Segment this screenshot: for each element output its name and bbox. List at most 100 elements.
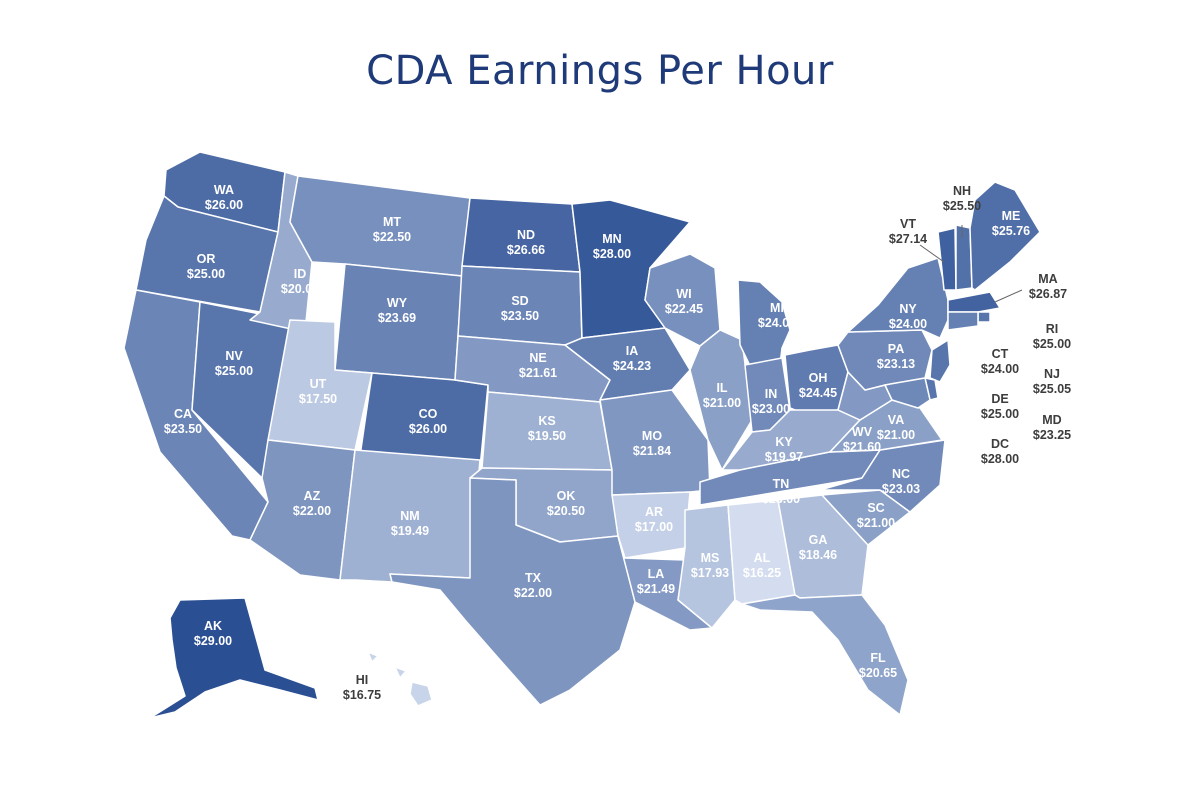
state-nc [819,439,946,513]
state-value: $21.61 [519,366,557,380]
state-value: $21.00 [703,396,741,410]
state-shapes [123,151,1041,719]
state-value: $22.50 [373,230,411,244]
state-value: $24.00 [981,362,1019,376]
label-ga: GA $18.46 [799,533,837,562]
state-value: $23.13 [877,357,915,371]
state-abbr: OH [809,371,828,385]
label-ia: IA $24.23 [613,344,651,373]
state-me [969,181,1041,291]
state-abbr: IA [626,344,639,358]
state-value: $25.76 [992,224,1030,238]
state-abbr: NH [953,184,971,198]
label-me: ME $25.76 [992,209,1030,238]
label-oh: OH $24.45 [799,371,837,400]
state-mt [289,175,471,277]
label-wi: WI $22.45 [665,287,703,316]
label-in: IN $23.00 [752,387,790,416]
state-value: $25.00 [215,364,253,378]
state-abbr: UT [310,377,327,391]
label-la: LA $21.49 [637,567,675,596]
state-abbr: NJ [1044,367,1060,381]
state-abbr: MS [701,551,720,565]
state-value: $29.00 [194,634,232,648]
state-value: $24.00 [758,316,796,330]
state-abbr: ME [1002,209,1021,223]
state-abbr: MI [770,301,784,315]
state-value: $23.03 [882,482,920,496]
state-abbr: GA [809,533,828,547]
state-value: $24.23 [613,359,651,373]
state-hi [367,651,433,707]
state-abbr: KS [538,414,555,428]
state-value: $17.93 [691,566,729,580]
state-abbr: NY [899,302,917,316]
label-ne: NE $21.61 [519,351,557,380]
label-mo: MO $21.84 [633,429,671,458]
leader-line [919,244,945,263]
label-ms: MS $17.93 [691,551,729,580]
label-sd: SD $23.50 [501,294,539,323]
label-nc: NC $23.03 [882,467,920,496]
state-value: $23.69 [378,311,416,325]
state-abbr: MD [1042,413,1061,427]
label-ca: CA $23.50 [164,407,202,436]
state-abbr: VA [888,413,904,427]
label-hi: HI $16.75 [343,673,381,702]
state-value: $16.75 [343,688,381,702]
state-value: $26.00 [205,198,243,212]
label-ak: AK $29.00 [194,619,232,648]
label-ri: RI $25.00 [1033,322,1071,351]
state-abbr: MT [383,215,401,229]
state-value: $17.50 [299,392,337,406]
label-co: CO $26.00 [409,407,447,436]
label-nd: ND $26.66 [507,228,545,257]
state-nj [929,339,951,383]
label-ar: AR $17.00 [635,505,673,534]
state-value: $22.45 [665,302,703,316]
label-il: IL $21.00 [703,381,741,410]
label-wa: WA $26.00 [205,183,243,212]
state-abbr: AK [204,619,222,633]
label-fl: FL $20.65 [859,651,897,680]
label-tn: TN $23.00 [762,477,800,506]
state-value: $26.66 [507,243,545,257]
state-abbr: IL [716,381,727,395]
state-fl [741,594,909,716]
state-value: $25.00 [187,267,225,281]
state-ar [611,491,691,559]
state-value: $26.87 [1029,287,1067,301]
label-al: AL $16.25 [743,551,781,580]
map-title: CDA Earnings Per Hour [366,48,834,94]
state-abbr: WV [852,425,873,439]
label-nv: NV $25.00 [215,349,253,378]
state-abbr: DE [991,392,1008,406]
state-abbr: LA [648,567,665,581]
state-tx [389,477,636,706]
state-value: $23.50 [164,422,202,436]
label-ma: MA $26.87 [1029,272,1067,301]
state-abbr: CT [992,347,1009,361]
state-value: $25.00 [981,407,1019,421]
label-nj: NJ $25.05 [1033,367,1071,396]
label-ks: KS $19.50 [528,414,566,443]
state-value: $23.50 [501,309,539,323]
state-value: $28.00 [981,452,1019,466]
state-value: $25.50 [943,199,981,213]
state-ct [947,311,979,331]
label-ok: OK $20.50 [547,489,585,518]
state-value: $23.00 [762,492,800,506]
state-abbr: NV [225,349,243,363]
label-mn: MN $28.00 [593,232,631,261]
state-ri [977,311,991,323]
label-az: AZ $22.00 [293,489,331,518]
state-value: $18.46 [799,548,837,562]
label-ny: NY $24.00 [889,302,927,331]
state-abbr: MO [642,429,662,443]
state-abbr: WY [387,296,408,310]
state-value: $21.84 [633,444,671,458]
state-value: $24.45 [799,386,837,400]
state-abbr: CA [174,407,192,421]
